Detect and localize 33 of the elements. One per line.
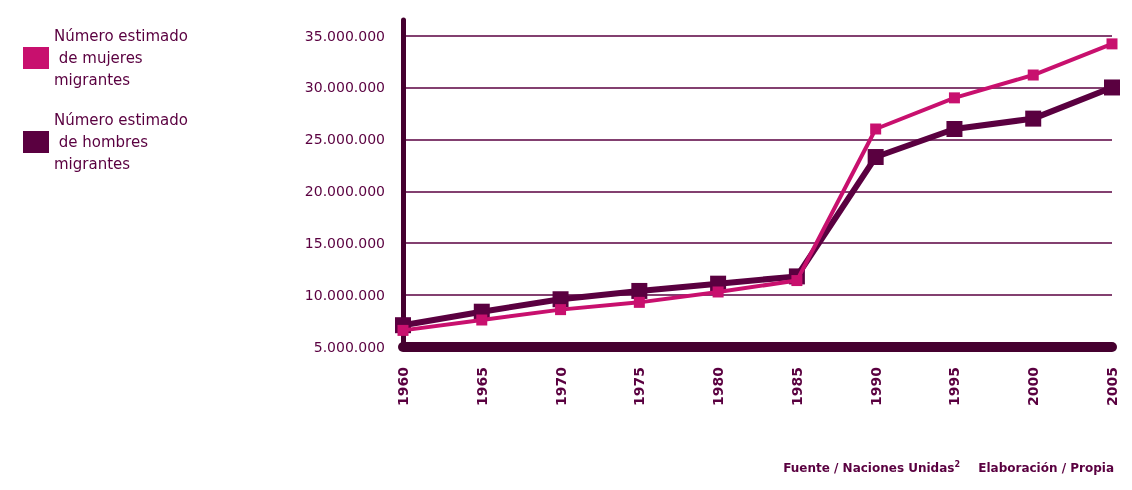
y-tick-label: 25.000.000 [304, 131, 385, 148]
x-tick-label: 2000 [1025, 366, 1042, 406]
legend-label: Número estimado de mujeres migrantes [54, 27, 188, 89]
x-tick-label: 1990 [867, 366, 884, 406]
point [1025, 110, 1042, 127]
x-tick-label: 1960 [395, 366, 411, 406]
point [1106, 38, 1118, 50]
point [633, 296, 645, 308]
y-tick-label: 20.000.000 [304, 183, 385, 200]
point [1104, 79, 1120, 96]
y-tick-label: 15.000.000 [304, 235, 385, 252]
point [867, 149, 884, 166]
x-tick-label: 1965 [473, 367, 490, 406]
point [870, 123, 882, 135]
x-tick-label: 1970 [552, 366, 569, 406]
point [476, 314, 488, 326]
point [712, 286, 724, 298]
x-tick-label: 1980 [710, 366, 727, 406]
point [946, 121, 963, 137]
x-tick-label: 1995 [946, 367, 963, 406]
point [1027, 69, 1039, 81]
point [555, 304, 567, 316]
point [631, 282, 648, 299]
y-tick-label: 5.000.000 [313, 339, 385, 355]
x-tick-label: 1975 [631, 367, 648, 406]
text: Elaboración / Propia [978, 461, 1115, 475]
y-tick-label: 30.000.000 [304, 79, 385, 96]
point [948, 92, 960, 104]
x-tick-label: 2005 [1104, 367, 1120, 406]
y-tick-label: 10.000.000 [304, 287, 385, 304]
x-tick-label: 1985 [788, 367, 805, 406]
y-tick-label: 35.000.000 [304, 27, 385, 44]
legend-label: Número estimado de hombres migrantes [54, 111, 188, 173]
